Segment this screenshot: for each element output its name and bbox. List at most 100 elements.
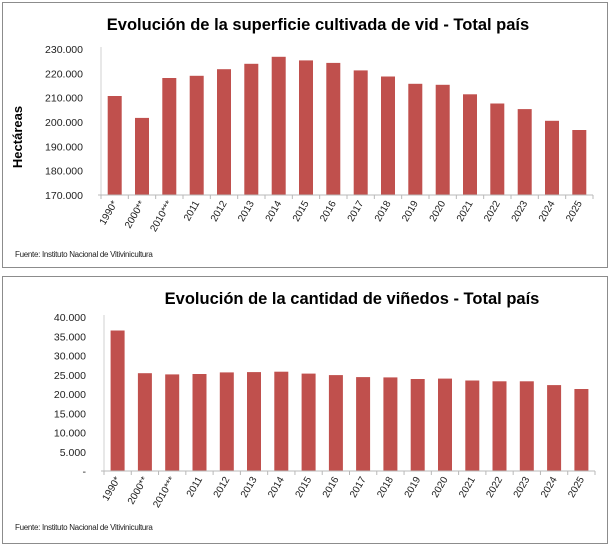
- x-tick-label: 2012: [209, 199, 230, 224]
- x-tick-label: 2018: [373, 199, 394, 224]
- y-tick-label: 5.000: [60, 447, 86, 459]
- x-tick-label: 2022: [482, 199, 503, 224]
- bar-2023: [519, 381, 534, 471]
- bar-2012: [217, 69, 231, 195]
- y-tick-label: 25.000: [54, 370, 86, 382]
- x-tick-label: 2021: [457, 475, 478, 500]
- x-tick-label: 2016: [318, 199, 339, 224]
- chart1-title: Evolución de la superficie cultivada de …: [107, 16, 529, 34]
- x-tick-label: 2011: [182, 199, 202, 224]
- bar-2024: [547, 385, 562, 471]
- y-tick-label: 20.000: [54, 389, 86, 401]
- chart1-y-ticks: 170.000 180.000 190.000 200.000 210.000 220.0…: [45, 44, 83, 202]
- bar-2013: [244, 63, 259, 195]
- y-tick-label: 200.000: [45, 117, 83, 129]
- bar-2022: [490, 103, 505, 195]
- x-tick-label: 2011: [185, 475, 205, 500]
- x-tick-label: 2023: [510, 199, 531, 224]
- bar-2019: [410, 379, 425, 471]
- x-tick-label: 2020: [430, 475, 451, 500]
- chart1-y-axis-label: Hectáreas: [10, 106, 25, 168]
- bar-2013: [247, 372, 261, 471]
- y-tick-label: 180.000: [45, 166, 83, 178]
- chart1-source: Fuente: Instituto Nacional de Vitivinicu…: [15, 250, 153, 259]
- bar-2014: [274, 371, 289, 471]
- bar-2016: [326, 62, 341, 196]
- bar-2017: [353, 70, 368, 195]
- y-tick-label: 35.000: [54, 331, 86, 343]
- bar-2015: [301, 373, 316, 471]
- bar-2000: [137, 373, 152, 471]
- chart2-source: Fuente: Instituto Nacional de Vitivinicu…: [15, 523, 153, 532]
- x-tick-label: 2024: [539, 475, 560, 500]
- x-tick-label: 2025: [564, 199, 585, 224]
- bar-2022: [492, 381, 507, 471]
- x-tick-label: 2010***: [151, 475, 178, 510]
- x-tick-label: 2014: [264, 199, 285, 224]
- y-tick-label: 220.000: [45, 68, 83, 80]
- x-tick-label: 2017: [346, 199, 367, 224]
- x-tick-label: 2017: [348, 475, 369, 500]
- bar-2012: [219, 372, 234, 471]
- bar-2000: [135, 117, 149, 195]
- chart2-bars: [110, 330, 589, 471]
- x-tick-label: 2013: [239, 475, 260, 500]
- bar-2020: [435, 84, 450, 195]
- y-tick-label: 40.000: [54, 312, 86, 324]
- x-tick-label: 2013: [236, 199, 257, 224]
- chart2-x-ticks: 1990* 2000** 2010*** 2011 2012 2013 2014 2015 20…: [101, 475, 588, 510]
- chart1-bars: [107, 56, 587, 196]
- bar-2015: [299, 60, 313, 196]
- x-tick-label: 2000**: [123, 199, 148, 231]
- bar-2021: [465, 380, 480, 471]
- x-tick-label: 2025: [566, 475, 587, 500]
- x-tick-label: 1990*: [98, 199, 121, 227]
- bar-2017: [356, 377, 371, 471]
- bar-1990: [110, 330, 125, 471]
- bar-2021: [463, 94, 477, 195]
- bar-2020: [438, 378, 452, 471]
- x-tick-label: 2019: [400, 199, 421, 224]
- y-tick-label: 190.000: [45, 141, 83, 153]
- bar-2018: [381, 76, 395, 195]
- y-tick-label: 10.000: [54, 428, 86, 440]
- x-tick-label: 2016: [321, 475, 342, 500]
- bar-1990: [107, 96, 122, 195]
- chart2-axes: [101, 315, 596, 475]
- bar-2024: [545, 120, 559, 195]
- y-tick-label: 210.000: [45, 93, 83, 105]
- x-tick-label: 2024: [537, 199, 558, 224]
- bar-2025: [574, 389, 589, 471]
- bar-2023: [517, 109, 532, 195]
- bar-2016: [328, 375, 343, 471]
- bar-2014: [271, 56, 286, 195]
- x-tick-label: 2000**: [126, 475, 151, 507]
- y-tick-label: 30.000: [54, 351, 86, 363]
- bar-2011: [192, 374, 207, 471]
- chart1-axes: [98, 47, 594, 199]
- x-tick-label: 2012: [212, 475, 233, 500]
- x-tick-label: 2015: [291, 199, 312, 224]
- x-tick-label: 2023: [512, 475, 533, 500]
- bar-2010: [165, 374, 180, 471]
- x-tick-label: 2022: [484, 475, 505, 500]
- y-tick-label: 15.000: [54, 408, 86, 420]
- x-tick-label: 2015: [294, 475, 315, 500]
- chart1-x-ticks: 1990* 2000** 2010*** 2011 2012 2013 2014 2015 20…: [98, 199, 585, 234]
- bar-2011: [189, 75, 204, 195]
- x-tick-label: 2020: [428, 199, 449, 224]
- x-tick-label: 2018: [375, 475, 396, 500]
- x-tick-label: 2014: [266, 475, 287, 500]
- bar-2010: [162, 78, 177, 195]
- x-tick-label: 2021: [455, 199, 476, 224]
- chart2-title: Evolución de la cantidad de viñedos - To…: [165, 290, 540, 308]
- y-tick-label: -: [83, 466, 87, 478]
- chart2-y-ticks: - 5.000 10.000 15.000 20.000 25.000 30.000 35.0…: [54, 312, 87, 478]
- bar-2018: [383, 377, 398, 471]
- y-tick-label: 230.000: [45, 44, 83, 56]
- y-tick-label: 170.000: [45, 190, 83, 202]
- bar-2019: [408, 83, 423, 195]
- x-tick-label: 2010***: [148, 199, 175, 234]
- bar-2025: [572, 130, 587, 195]
